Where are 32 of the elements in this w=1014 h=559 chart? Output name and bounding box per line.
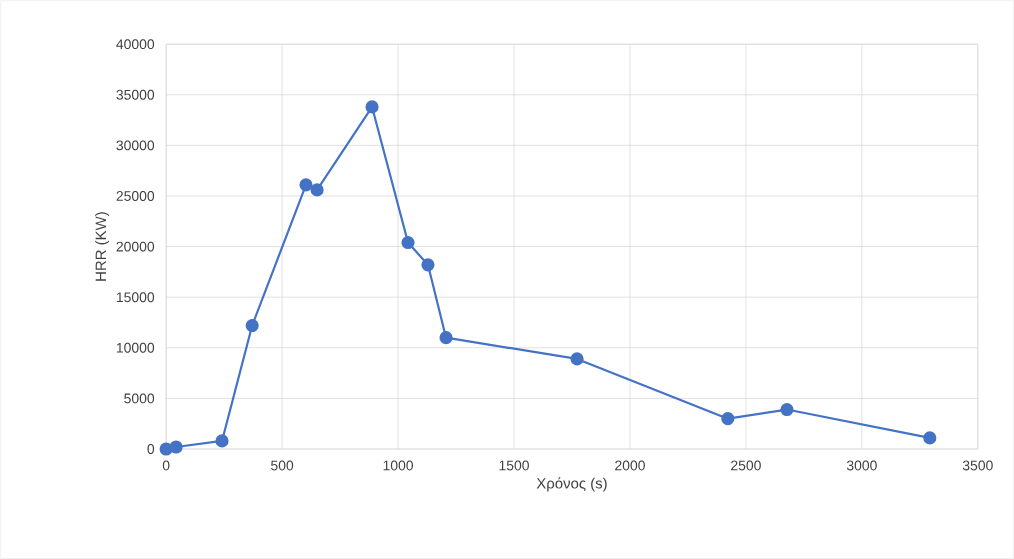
point	[780, 402, 794, 417]
y-tick-label: 35000	[116, 89, 155, 100]
x-tick-label: 2500	[731, 460, 761, 471]
y-axis-title: HRR (KW)	[95, 212, 110, 281]
point	[401, 235, 415, 250]
y-tick-label: 20000	[116, 241, 155, 252]
point	[215, 434, 229, 448]
point	[310, 183, 324, 197]
y-tick-label: 15000	[116, 292, 155, 303]
point	[245, 318, 259, 333]
x-tick-label: 0	[162, 460, 170, 471]
y-tick-label: 30000	[116, 140, 155, 151]
point	[421, 258, 435, 272]
point	[439, 331, 453, 345]
point	[721, 412, 735, 426]
point	[570, 352, 584, 366]
x-tick-label: 1500	[499, 460, 529, 471]
y-tick-label: 40000	[116, 39, 155, 50]
x-tick-label: 1000	[383, 460, 414, 471]
x-tick-label: 2000	[615, 460, 645, 471]
x-tick-label: 500	[271, 460, 294, 471]
y-tick-label: 25000	[116, 190, 155, 201]
x-tick-label: 3000	[846, 460, 877, 471]
y-tick-label: 10000	[116, 342, 155, 353]
point	[365, 100, 379, 114]
y-tick-label: 0	[147, 443, 155, 454]
point	[169, 440, 183, 454]
x-axis-title: Χρόνος (s)	[536, 477, 607, 492]
x-tick-label: 3500	[962, 460, 993, 471]
point	[923, 431, 937, 445]
point	[299, 178, 313, 192]
y-tick-label: 5000	[124, 393, 155, 404]
